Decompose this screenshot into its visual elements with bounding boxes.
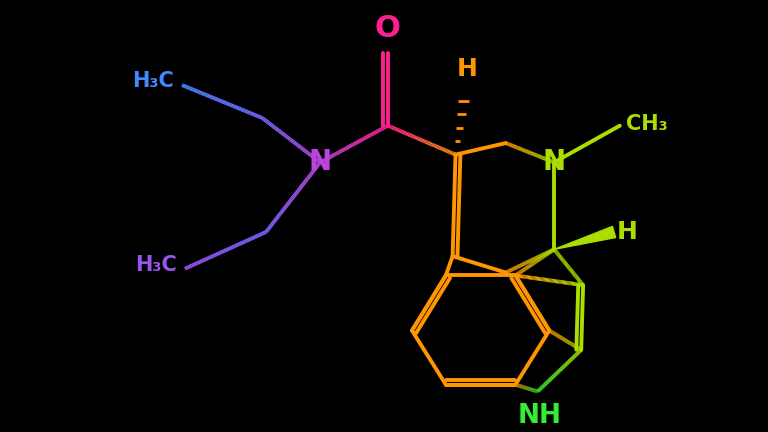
Polygon shape [554,226,616,249]
Text: H₃C: H₃C [133,71,174,91]
Text: O: O [375,15,401,44]
Text: NH: NH [518,403,561,429]
Text: CH₃: CH₃ [626,114,667,134]
Text: H₃C: H₃C [135,255,177,275]
Text: H: H [617,220,638,244]
Text: H: H [457,57,478,81]
Text: N: N [542,148,566,176]
Text: N: N [309,148,332,176]
